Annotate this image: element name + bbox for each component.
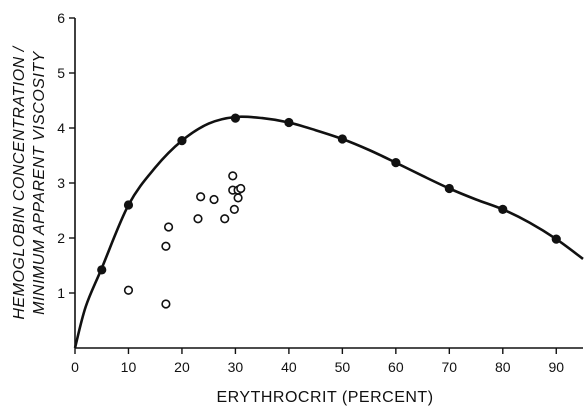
- filled-data-point: [391, 158, 401, 168]
- open-data-point: [236, 183, 246, 194]
- filled-data-point: [230, 113, 241, 123]
- y-tick-label: 6: [57, 10, 65, 26]
- filled-data-point: [337, 134, 347, 144]
- open-data-point: [196, 192, 206, 202]
- y-axis-title: HEMOGLOBIN CONCENTRATION / MINIMUM APPAR…: [11, 45, 48, 319]
- x-tick-label: 60: [388, 359, 404, 375]
- axes: [74, 18, 583, 349]
- open-data-point: [209, 194, 219, 205]
- x-tick-label: 0: [71, 359, 79, 375]
- filled-data-point: [97, 265, 107, 275]
- x-tick-label: 10: [121, 359, 137, 375]
- open-data-point: [161, 241, 171, 251]
- axis-ticks: 0 10 20 30 40 50 60 70 80 90 1 2 3 4 5 6: [57, 10, 564, 375]
- fitted-curve: [73, 115, 584, 349]
- x-tick-label: 20: [174, 359, 190, 375]
- x-tick-label: 50: [335, 359, 351, 375]
- y-tick-label: 2: [57, 230, 65, 246]
- fitted-curve-layer: [73, 115, 584, 349]
- open-data-point: [163, 222, 174, 232]
- y-tick-label: 5: [57, 65, 65, 81]
- y-tick-label: 3: [57, 175, 65, 191]
- open-data-point: [161, 299, 171, 309]
- filled-data-point: [123, 200, 134, 210]
- open-data-point: [233, 193, 243, 203]
- x-axis-title: ERYTHROCRIT (PERCENT): [216, 389, 433, 406]
- open-data-point: [193, 214, 203, 224]
- data-points-layer: [97, 113, 561, 309]
- y-axis-title-line-2: MINIMUM APPARENT VISCOSITY: [31, 50, 48, 315]
- open-data-point: [123, 285, 134, 295]
- x-tick-label: 30: [228, 359, 244, 375]
- filled-data-point: [284, 117, 294, 128]
- x-tick-label: 70: [442, 359, 458, 375]
- y-axis-title-line-1: HEMOGLOBIN CONCENTRATION /: [11, 45, 28, 319]
- open-data-point: [228, 171, 238, 181]
- open-data-point: [220, 214, 230, 224]
- x-tick-label: 90: [548, 359, 564, 375]
- open-data-point: [229, 204, 239, 214]
- filled-data-point: [444, 183, 454, 194]
- filled-data-point: [498, 204, 508, 214]
- filled-data-point: [551, 234, 561, 244]
- y-tick-label: 4: [57, 120, 65, 136]
- filled-data-point: [177, 136, 187, 146]
- y-tick-label: 1: [57, 285, 65, 301]
- x-tick-label: 40: [281, 359, 297, 375]
- x-tick-label: 80: [495, 359, 511, 375]
